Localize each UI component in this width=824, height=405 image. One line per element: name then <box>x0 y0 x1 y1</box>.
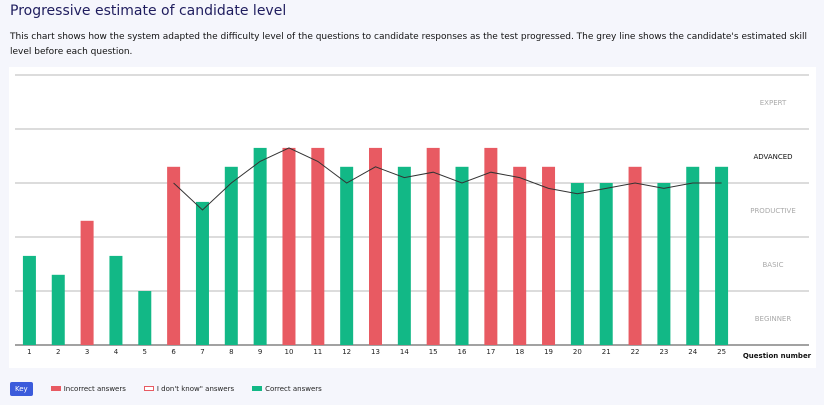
key-badge: Key <box>10 381 33 396</box>
x-tick-label: 5 <box>143 348 147 356</box>
correct-swatch-icon <box>252 386 263 391</box>
x-tick-label: 20 <box>573 348 582 356</box>
x-tick-label: 8 <box>229 348 233 356</box>
chart-legend: Key Incorrect answers I don't know" answ… <box>10 381 340 396</box>
x-tick-label: 4 <box>114 348 119 356</box>
level-label: EXPERT <box>760 99 787 107</box>
x-tick-label: 16 <box>458 348 467 356</box>
bar <box>484 147 498 345</box>
level-label: PRODUCTIVE <box>750 207 796 215</box>
level-label: BEGINNER <box>755 315 792 323</box>
x-tick-label: 9 <box>258 348 262 356</box>
level-label: ADVANCED <box>753 153 792 161</box>
x-tick-label: 3 <box>85 348 89 356</box>
x-tick-label: 1 <box>27 348 31 356</box>
x-tick-label: 17 <box>486 348 495 356</box>
bar <box>138 291 152 345</box>
bar <box>167 166 181 345</box>
bar <box>542 166 556 345</box>
bar <box>282 147 296 345</box>
bar <box>51 274 65 345</box>
bar <box>109 255 123 345</box>
estimate-line <box>173 147 722 211</box>
legend-item-correct: Correct answers <box>252 385 322 393</box>
bar <box>599 183 613 345</box>
x-tick-label: 24 <box>688 348 697 356</box>
bar <box>22 255 36 345</box>
x-tick-label: 21 <box>602 348 611 356</box>
x-tick-label: 12 <box>342 348 351 356</box>
bar <box>80 220 94 345</box>
x-tick-label: 10 <box>285 348 294 356</box>
bar <box>715 166 729 345</box>
legend-label-incorrect: Incorrect answers <box>63 384 126 393</box>
bar <box>340 166 354 345</box>
level-label: BASIC <box>763 261 784 269</box>
bar <box>455 166 469 345</box>
page-title: Progressive estimate of candidate level <box>10 3 287 19</box>
x-tick-label: 18 <box>515 348 524 356</box>
bar <box>311 147 325 345</box>
bar <box>224 166 238 345</box>
bar <box>628 166 642 345</box>
bar <box>657 183 671 345</box>
legend-label-dont-know: I don't know" answers <box>156 384 235 393</box>
x-tick-label: 19 <box>544 348 553 356</box>
bar <box>397 166 411 345</box>
x-tick-label: 25 <box>717 348 726 356</box>
bar <box>369 147 382 345</box>
x-tick-label: 22 <box>631 348 640 356</box>
x-tick-label: 7 <box>200 348 204 356</box>
legend-label-correct: Correct answers <box>265 384 322 393</box>
x-tick-label: 15 <box>429 348 438 356</box>
x-tick-label: 11 <box>313 348 322 356</box>
bar <box>426 147 440 345</box>
legend-item-incorrect: Incorrect answers <box>50 384 126 393</box>
chart-area: BEGINNER BASIC PRODUCTIVE ADVANCED EXPERT 1 2 3… <box>9 67 816 368</box>
x-tick-label: 2 <box>56 348 60 356</box>
legend-item-dont-know: I don't know" answers <box>143 384 235 393</box>
bar <box>195 201 209 345</box>
chart-description: This chart shows how the system adapted … <box>10 32 808 57</box>
incorrect-swatch-icon <box>50 386 61 391</box>
x-axis-label: Question number <box>743 352 812 360</box>
x-tick-label: 23 <box>659 348 668 356</box>
bar <box>686 166 700 345</box>
dont-know-swatch-icon <box>143 386 154 391</box>
bar <box>253 147 267 345</box>
x-tick-label: 13 <box>371 348 380 356</box>
x-tick-label: 6 <box>171 348 176 356</box>
x-tick-label: 14 <box>400 348 409 356</box>
bar <box>513 166 527 345</box>
bar <box>570 183 584 345</box>
